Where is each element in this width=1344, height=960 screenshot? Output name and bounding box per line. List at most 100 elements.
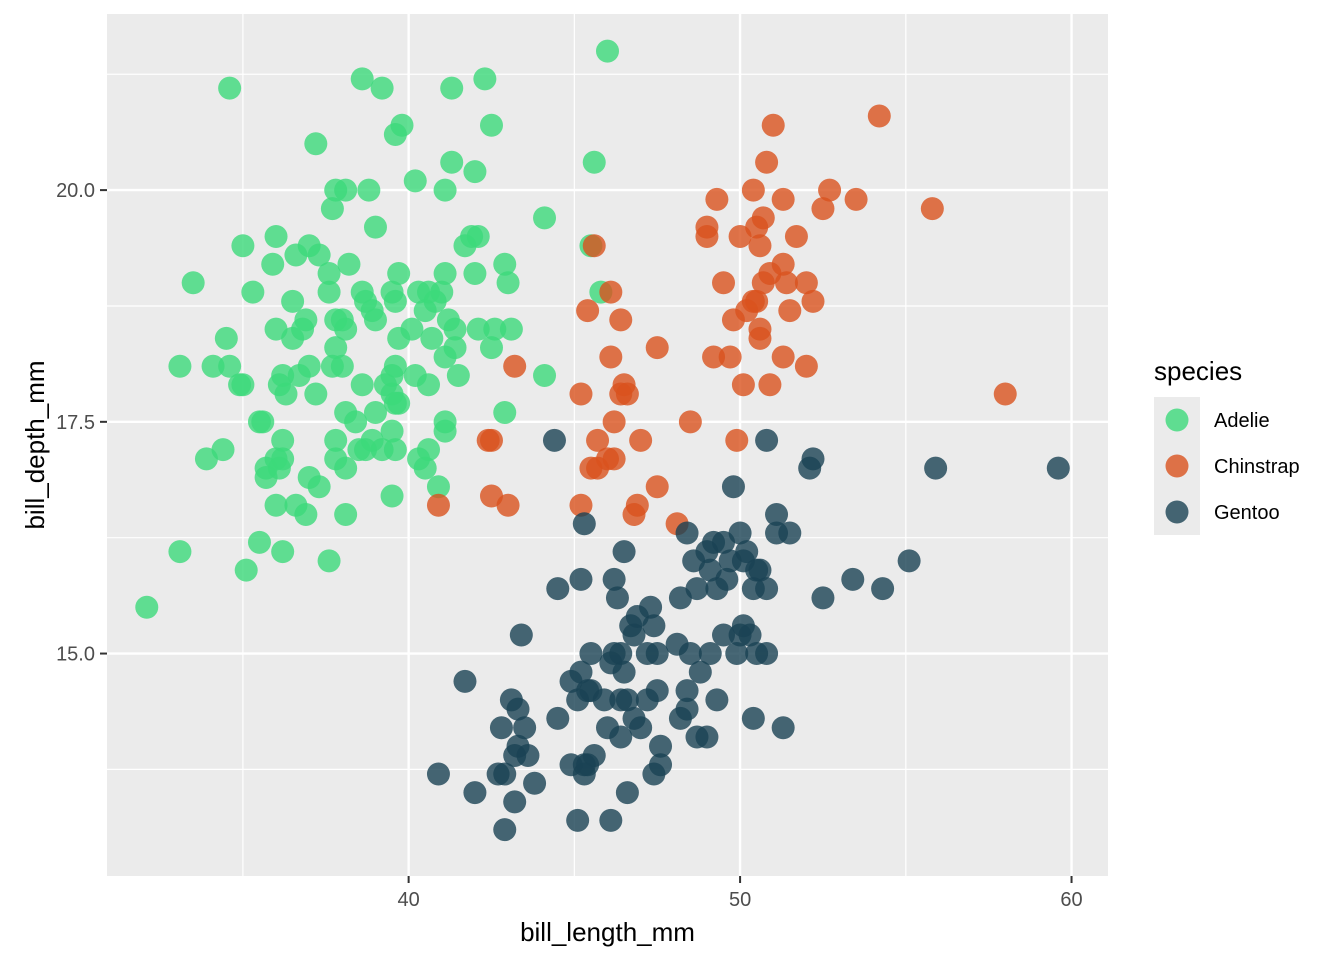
point-adelie [433,419,457,443]
point-gentoo [675,679,699,703]
point-adelie [350,67,374,91]
point-adelie [334,503,358,527]
legend-marker-chinstrap [1165,454,1189,478]
x-axis-title: bill_length_mm [520,917,695,947]
point-adelie [218,76,242,100]
point-chinstrap [920,197,944,221]
point-adelie [473,67,497,91]
point-chinstrap [695,224,719,248]
point-adelie [168,540,192,564]
legend-marker-adelie [1165,408,1189,432]
point-gentoo [649,734,673,758]
x-tick-label: 60 [1060,889,1082,911]
point-gentoo [605,586,629,610]
point-gentoo [615,688,639,712]
point-gentoo [569,567,593,591]
legend-items: Adelie Chinstrap Gentoo [1154,397,1300,535]
point-chinstrap [771,187,795,211]
point-gentoo [542,428,566,452]
minor-gridlines [107,14,1108,876]
point-adelie [251,410,275,434]
point-adelie [533,363,557,387]
y-axis-title: bill_depth_mm [20,360,50,529]
point-gentoo [592,688,616,712]
point-gentoo [811,586,835,610]
point-gentoo [572,512,596,536]
point-adelie [334,317,358,341]
point-chinstrap [731,373,755,397]
legend-title: species [1154,356,1242,386]
point-gentoo [755,642,779,666]
point-chinstrap [784,224,808,248]
y-tick-label: 20.0 [56,180,95,202]
point-gentoo [599,808,623,832]
point-gentoo [566,808,590,832]
point-gentoo [649,753,673,777]
point-chinstrap [844,187,868,211]
point-gentoo [738,623,762,647]
point-gentoo [698,642,722,666]
point-adelie [264,493,288,517]
point-gentoo [523,771,547,795]
point-adelie [317,262,341,286]
point-adelie [370,76,394,100]
point-chinstrap [761,113,785,137]
point-adelie [241,280,265,304]
point-gentoo [579,642,603,666]
point-adelie [417,373,441,397]
point-chinstrap [705,187,729,211]
point-gentoo [639,595,663,619]
point-adelie [337,252,361,276]
point-gentoo [426,762,450,786]
point-gentoo [569,660,593,684]
point-gentoo [721,475,745,499]
point-chinstrap [758,373,782,397]
point-gentoo [755,577,779,601]
point-gentoo [559,753,583,777]
point-adelie [440,76,464,100]
point-adelie [433,178,457,202]
point-gentoo [602,567,626,591]
point-gentoo [725,642,749,666]
point-adelie [463,160,487,184]
point-adelie [363,308,387,332]
point-adelie [387,326,411,350]
point-adelie [304,382,328,406]
point-adelie [254,465,278,489]
point-gentoo [596,716,619,740]
point-gentoo [509,623,533,647]
y-tick-label: 15.0 [56,644,95,666]
point-chinstrap [745,215,769,239]
point-chinstrap [503,354,527,378]
point-adelie [453,234,477,258]
point-adelie [363,215,387,239]
point-chinstrap [576,299,600,323]
point-adelie [294,503,318,527]
point-adelie [403,169,427,193]
point-adelie [493,252,517,276]
point-gentoo [489,716,513,740]
point-adelie [380,419,404,443]
point-adelie [426,475,450,499]
point-gentoo [675,521,699,545]
point-chinstrap [751,271,775,295]
point-adelie [387,262,411,286]
point-gentoo [493,762,517,786]
point-adelie [334,178,358,202]
point-gentoo [678,642,702,666]
point-adelie [582,150,606,174]
point-chinstrap [496,493,520,517]
point-chinstrap [702,345,726,369]
point-gentoo [612,660,636,684]
point-adelie [443,317,467,341]
point-adelie [479,113,503,137]
point-adelie [214,326,238,350]
point-gentoo [705,688,729,712]
point-chinstrap [712,271,736,295]
point-chinstrap [755,150,779,174]
point-gentoo [1046,456,1070,480]
point-adelie [350,373,374,397]
point-adelie [383,122,407,146]
point-chinstrap [625,493,649,517]
